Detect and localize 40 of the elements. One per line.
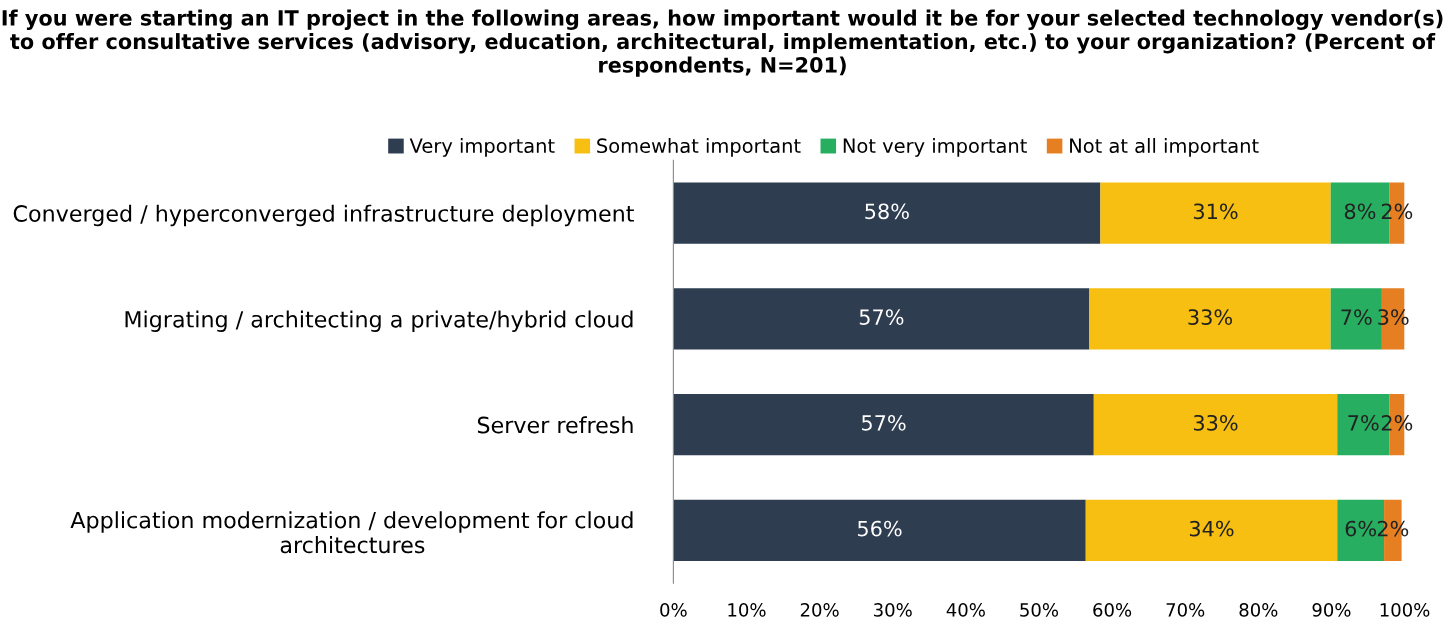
data-label: 7% — [1341, 309, 1372, 325]
data-label: 58% — [865, 203, 909, 220]
bar — [673, 288, 1090, 350]
x-tick-label: 80% — [1239, 603, 1278, 617]
bar — [1085, 499, 1338, 562]
chart-title: If you were starting an IT project in the following areas, how important would it be for your selected technology vendor(s) to offer consultative services (advisory, education, architectural, implementation, etc.) to your organization? (Percent of respondents, N=201) — [2, 9, 1443, 77]
data-label: 33% — [1188, 309, 1233, 325]
legend-label: Very important — [409, 138, 555, 157]
legend-label: Somewhat important — [597, 138, 801, 157]
bar — [673, 499, 1086, 562]
x-tick-label: 0% — [660, 603, 687, 617]
x-tick-label: 20% — [800, 603, 839, 617]
legend-label: Not at all important — [1070, 138, 1259, 157]
bar — [673, 182, 1101, 244]
data-label: 57% — [859, 309, 904, 325]
bar — [1089, 288, 1331, 350]
x-tick-label: 40% — [946, 603, 985, 617]
data-label: 6% — [1345, 520, 1377, 537]
bar — [673, 393, 1094, 456]
data-label: 56% — [858, 520, 902, 537]
data-label: 57% — [862, 414, 906, 431]
data-label: 34% — [1189, 520, 1234, 537]
y-tick-label: Application modernization / development for cloud architectures — [70, 511, 633, 554]
x-tick-label: 10% — [728, 603, 766, 617]
x-tick-label: 90% — [1312, 603, 1351, 617]
x-tick-label: 70% — [1166, 603, 1205, 617]
data-label: 33% — [1193, 414, 1238, 431]
bar — [1100, 182, 1331, 244]
y-tick-label: Converged / hyperconverged infrastructure deployment — [13, 204, 634, 227]
data-label: 7% — [1348, 414, 1379, 431]
legend-label: Not very important — [843, 138, 1027, 157]
x-tick-label: 60% — [1093, 603, 1132, 617]
x-tick-label: 50% — [1020, 603, 1059, 617]
y-tick-label: Migrating / architecting a private/hybrid cloud — [125, 310, 633, 332]
bar — [1093, 393, 1338, 456]
x-tick-label: 30% — [874, 603, 912, 617]
data-label: 8% — [1344, 203, 1376, 220]
x-tick-label: 100% — [1380, 603, 1430, 617]
data-label: 31% — [1193, 203, 1238, 220]
y-tick-label: Server refresh — [477, 416, 633, 434]
